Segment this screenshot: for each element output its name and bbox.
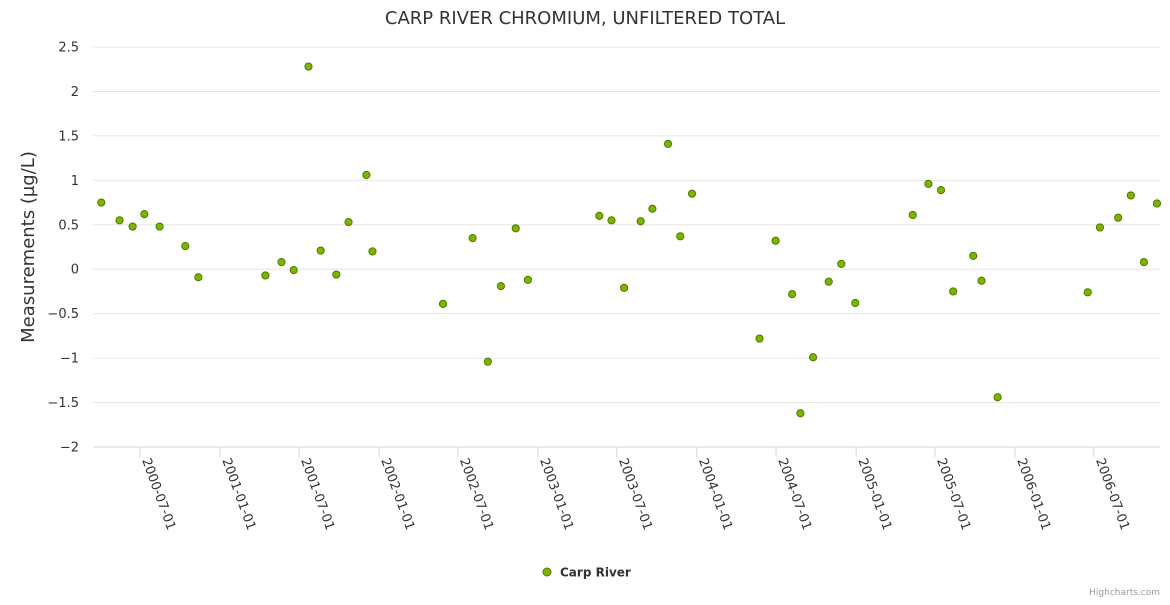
- x-tick-label: 2001-01-01: [218, 456, 258, 532]
- data-point[interactable]: [261, 271, 270, 280]
- data-point[interactable]: [796, 409, 805, 418]
- data-point[interactable]: [1095, 223, 1105, 232]
- x-tick-label: 2000-07-01: [138, 456, 178, 532]
- data-point[interactable]: [523, 275, 532, 284]
- y-tick-label: 0.5: [58, 218, 79, 233]
- x-tick-label: 2005-01-01: [854, 456, 894, 532]
- x-tick-label: 2004-01-01: [695, 456, 735, 532]
- data-point[interactable]: [788, 290, 797, 299]
- data-point[interactable]: [993, 393, 1002, 402]
- x-tick-label: 2005-07-01: [933, 456, 973, 532]
- data-point[interactable]: [496, 282, 506, 291]
- y-tick-label: −1: [60, 352, 79, 367]
- y-tick-label: −1.5: [47, 396, 79, 411]
- y-axis: 2.5 2 1.5 1 0.5 0 −0.5 −1 −1.5 −2: [47, 41, 79, 456]
- x-tick-label: 2003-07-01: [615, 456, 655, 532]
- data-point[interactable]: [316, 246, 325, 255]
- grid-lines: [93, 46, 1160, 404]
- data-point[interactable]: [771, 236, 780, 245]
- data-point[interactable]: [128, 222, 137, 231]
- data-point[interactable]: [837, 259, 846, 268]
- data-point[interactable]: [636, 217, 645, 226]
- data-point[interactable]: [595, 211, 604, 220]
- data-point[interactable]: [181, 242, 190, 251]
- data-point[interactable]: [1152, 199, 1162, 208]
- data-point[interactable]: [115, 216, 124, 225]
- x-axis: 2000-07-01 2001-01-01 2001-07-01 2002-01-01…: [93, 446, 1160, 532]
- data-point[interactable]: [97, 198, 106, 207]
- data-point[interactable]: [687, 189, 697, 198]
- x-tick-label: 2003-01-01: [536, 456, 576, 532]
- data-point[interactable]: [155, 222, 164, 231]
- y-tick-label: −0.5: [47, 307, 79, 322]
- legend-item-carp-river[interactable]: Carp River: [560, 566, 631, 580]
- x-tick-label: 2004-07-01: [774, 456, 814, 532]
- series-carp-river[interactable]: [97, 62, 1162, 418]
- credits-link[interactable]: Highcharts.com: [1089, 588, 1160, 598]
- y-tick-label: 0: [71, 263, 79, 278]
- data-point[interactable]: [1126, 191, 1135, 200]
- data-point[interactable]: [808, 353, 818, 362]
- data-point[interactable]: [755, 334, 764, 343]
- data-point[interactable]: [620, 283, 629, 292]
- x-tick-label: 2002-01-01: [377, 456, 417, 532]
- data-point[interactable]: [924, 179, 933, 188]
- data-point[interactable]: [483, 357, 492, 366]
- data-point[interactable]: [663, 139, 673, 148]
- data-point[interactable]: [936, 186, 946, 195]
- data-point[interactable]: [289, 266, 298, 275]
- x-tick-label: 2006-07-01: [1092, 456, 1132, 532]
- y-tick-label: 2.5: [58, 41, 79, 56]
- y-tick-label: 1.5: [58, 129, 79, 144]
- legend[interactable]: Carp River: [542, 566, 631, 580]
- data-point[interactable]: [140, 210, 149, 219]
- data-point[interactable]: [277, 258, 286, 267]
- data-point[interactable]: [977, 276, 986, 285]
- data-point[interactable]: [1139, 258, 1148, 267]
- data-point[interactable]: [648, 204, 657, 213]
- data-point[interactable]: [949, 287, 958, 296]
- y-tick-label: 1: [71, 174, 79, 189]
- data-point[interactable]: [194, 273, 203, 282]
- data-point[interactable]: [1083, 288, 1092, 297]
- data-point[interactable]: [607, 216, 616, 225]
- data-point[interactable]: [511, 224, 520, 233]
- data-point[interactable]: [304, 62, 313, 71]
- data-point[interactable]: [851, 298, 860, 308]
- x-tick-label: 2002-07-01: [456, 456, 496, 532]
- data-point[interactable]: [368, 247, 377, 256]
- y-tick-label: 2: [71, 85, 79, 100]
- data-point[interactable]: [824, 277, 833, 286]
- data-point[interactable]: [362, 170, 371, 180]
- x-tick-label: 2001-07-01: [297, 456, 337, 532]
- data-point[interactable]: [676, 232, 685, 241]
- data-point[interactable]: [438, 299, 448, 308]
- data-point[interactable]: [1114, 213, 1123, 222]
- data-point[interactable]: [969, 251, 978, 260]
- y-axis-label: Measurements (µg/L): [18, 151, 39, 343]
- data-point[interactable]: [908, 210, 917, 220]
- data-point[interactable]: [332, 270, 341, 279]
- data-point[interactable]: [344, 218, 353, 227]
- legend-marker-icon[interactable]: [542, 567, 552, 577]
- chart-title: CARP RIVER CHROMIUM, UNFILTERED TOTAL: [385, 8, 785, 29]
- x-tick-label: 2006-01-01: [1013, 456, 1053, 532]
- data-point[interactable]: [468, 234, 477, 243]
- y-tick-label: −2: [60, 441, 79, 456]
